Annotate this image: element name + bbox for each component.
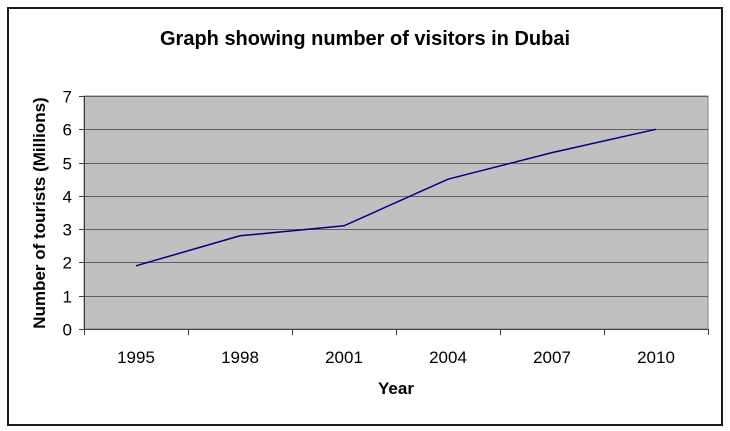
y-tick-label: 2 [63, 254, 72, 273]
chart-title: Graph showing number of visitors in Duba… [159, 28, 571, 50]
y-tick-label: 4 [63, 188, 72, 207]
y-tick-label: 6 [63, 121, 72, 140]
y-tick-label: 0 [63, 321, 72, 340]
x-axis-label: Year [378, 379, 414, 398]
x-tick-label: 2004 [429, 348, 467, 367]
x-tick-label: 2010 [637, 348, 675, 367]
x-tick-label: 1998 [221, 348, 259, 367]
y-tick-label: 3 [63, 221, 72, 240]
x-tick-label: 2001 [325, 348, 363, 367]
y-tick-label: 7 [63, 88, 72, 107]
plot-background [83, 95, 709, 330]
data-line [135, 128, 657, 267]
x-tick-label: 1995 [117, 348, 155, 367]
y-tick-label: 1 [63, 288, 72, 307]
y-tick-label: 5 [63, 155, 72, 174]
x-tick-label: 2007 [533, 348, 571, 367]
